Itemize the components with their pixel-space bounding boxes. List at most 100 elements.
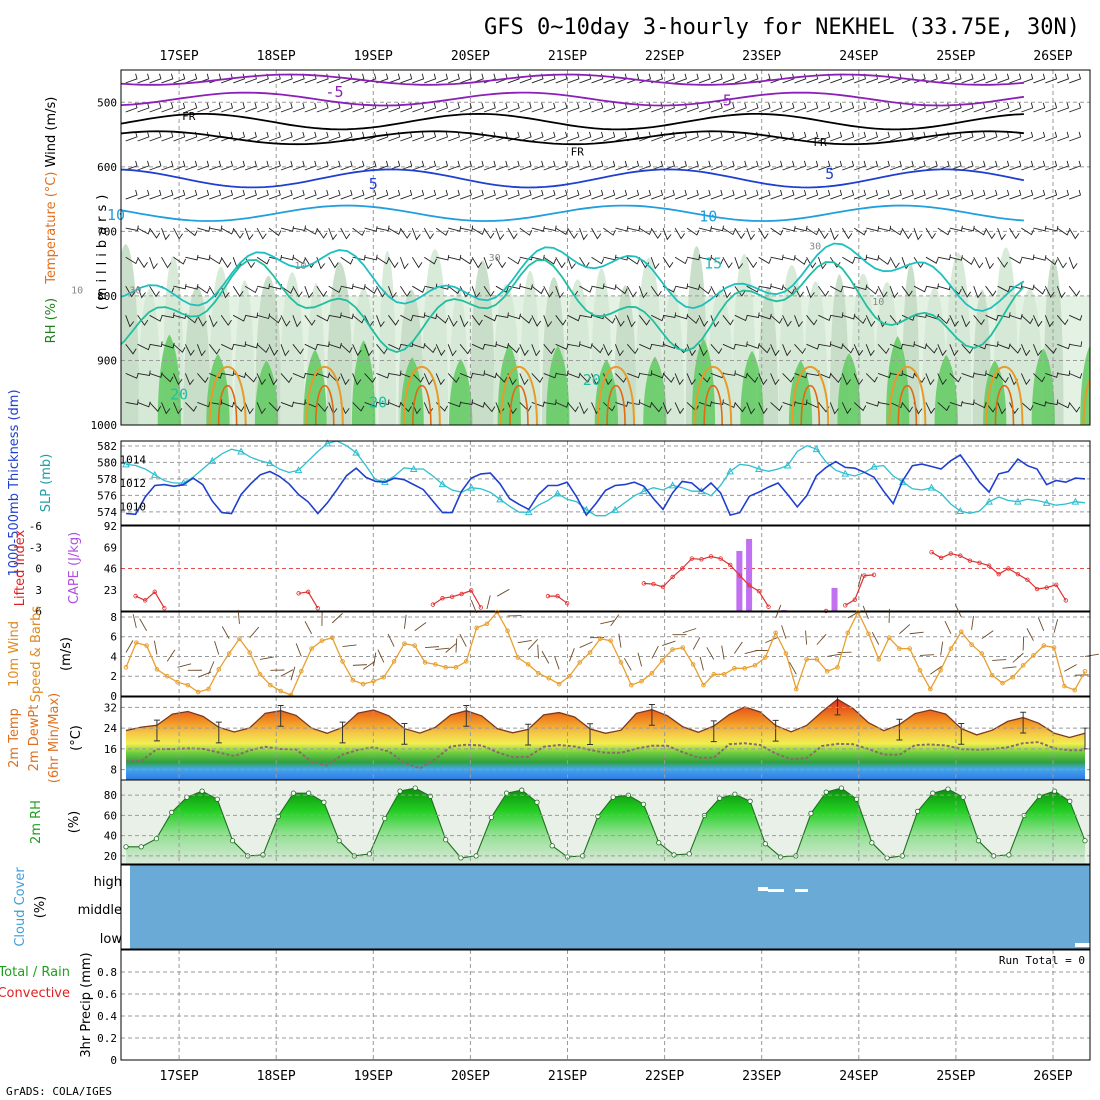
wind-barb — [722, 256, 733, 269]
wind-barb — [137, 286, 146, 299]
wind-barb — [507, 256, 521, 265]
wind-barb — [244, 189, 257, 200]
wind-speed-marker — [598, 636, 603, 641]
wind-barb — [292, 399, 306, 406]
wind-barb — [663, 312, 677, 319]
rh-2m-label: 2m RH — [29, 800, 44, 844]
wind-barb — [328, 160, 341, 171]
wind-barb — [1057, 343, 1071, 350]
wind-barb — [1044, 343, 1057, 354]
wind-barb-10m — [435, 647, 450, 651]
wind-barb — [806, 189, 819, 200]
rh-high-region — [497, 344, 521, 425]
wind-speed-marker — [1020, 663, 1026, 668]
wind-barb — [782, 131, 795, 142]
wind-speed-marker — [845, 630, 851, 636]
wind-barb — [352, 227, 366, 236]
wind-barb — [710, 315, 720, 328]
wind-barb-10m — [527, 638, 539, 650]
axis-tick-label: 2 — [110, 670, 117, 683]
wind-barb-10m — [459, 633, 467, 647]
wind-barb — [543, 160, 556, 171]
wind-barb — [471, 343, 486, 350]
wind-barb — [173, 343, 186, 353]
wind-barb — [376, 189, 389, 200]
wind-barb — [543, 285, 554, 298]
rh-high-region — [740, 350, 764, 425]
li-marker — [545, 593, 551, 599]
wind-barb — [866, 255, 880, 261]
date-labels-bottom: 17SEP 18SEP 19SEP 20SEP 21SEP 22SEP 23SEP 24SEP… — [160, 1069, 1073, 1084]
wind-barb — [734, 314, 748, 322]
minmax-bar — [896, 718, 903, 741]
rh-contour-label: 10 — [71, 285, 83, 296]
wind-barb — [937, 373, 947, 386]
wind-barb — [853, 314, 867, 325]
wind-barb — [149, 189, 162, 200]
wind-barb — [197, 160, 210, 171]
wind-barb — [340, 283, 354, 290]
rh-marker — [914, 808, 921, 814]
axis-tick-label: 6 — [35, 605, 42, 618]
wind-barb-10m — [221, 626, 230, 639]
wind-barb — [125, 315, 135, 328]
wind-barb — [746, 402, 756, 415]
wind-barb — [770, 254, 784, 261]
rh-marker — [412, 785, 418, 791]
date-label-top: 21SEP — [548, 49, 587, 64]
wind-barb — [412, 285, 426, 293]
cape-bar — [746, 538, 753, 611]
wind-barb — [364, 160, 377, 171]
wind-speed-marker — [618, 660, 624, 665]
wind-barb-10m — [125, 640, 134, 653]
wind-barb — [817, 257, 827, 270]
slp-marker — [668, 481, 677, 489]
wind-barb — [376, 344, 388, 355]
wind-barb — [1057, 102, 1070, 113]
wind-barb — [316, 160, 329, 171]
wind-barb — [734, 160, 747, 171]
axis-tick-label: -6 — [29, 520, 42, 533]
wind-barb — [626, 285, 637, 298]
wind-barb — [376, 131, 389, 142]
wind-barb — [519, 314, 532, 324]
wind-barb-10m — [971, 615, 974, 630]
wind-speed-marker — [814, 657, 820, 662]
wind-barb-10m — [781, 625, 787, 639]
lifted-index-line — [643, 555, 770, 608]
wind-barb — [292, 256, 306, 265]
wind-barb — [997, 227, 1006, 241]
rh-marker — [930, 790, 936, 796]
wind-barb — [782, 73, 795, 84]
date-label-top: 23SEP — [742, 49, 781, 64]
wind-barb — [436, 102, 449, 113]
wind-barb — [1068, 227, 1080, 240]
wind-barb — [985, 257, 994, 270]
wind-barb — [292, 344, 304, 355]
wind-barb-10m — [1002, 666, 1017, 669]
wind-barb — [937, 402, 950, 412]
wind-barb-10m — [981, 630, 994, 640]
precip-panel: 0 0.2 0.4 0.6 0.8 Run Total = 0 Total / Rain… — [0, 949, 1091, 1067]
wind-barb — [866, 225, 880, 232]
wind-barb — [961, 372, 975, 378]
wind-barb-10m — [331, 613, 343, 624]
wind-barb — [602, 344, 613, 357]
rh-plume — [183, 286, 211, 425]
wind-barb — [758, 402, 768, 415]
wind-speed-marker — [577, 660, 583, 665]
wind-barb — [937, 284, 951, 291]
wind-barb — [208, 344, 221, 355]
wind-speed-marker — [309, 646, 314, 651]
wind-barb — [1021, 254, 1035, 261]
wind-barb — [997, 256, 1008, 268]
slp-marker — [726, 467, 735, 475]
wind-barb — [304, 102, 317, 113]
wind-barb — [292, 189, 305, 200]
wind-barb-10m — [425, 646, 440, 649]
wind-barb — [674, 131, 687, 142]
wind-barb — [961, 399, 975, 406]
wind-barb — [125, 73, 138, 84]
wind-barb — [710, 160, 723, 171]
